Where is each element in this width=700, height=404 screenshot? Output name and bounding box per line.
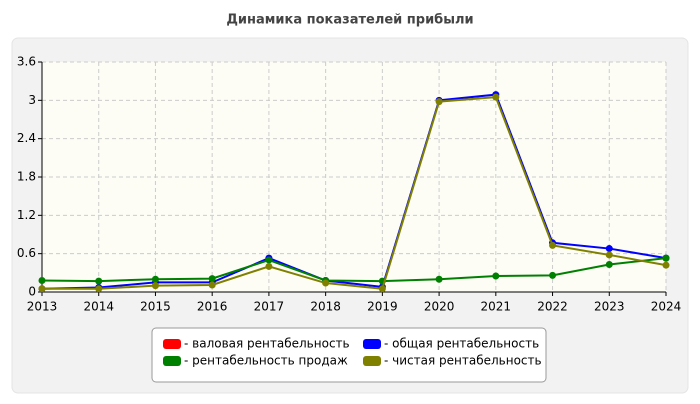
x-tick-label: 2017 [254, 300, 285, 314]
y-tick-label: 1.2 [17, 208, 36, 222]
y-tick-label: 0 [28, 285, 36, 299]
legend-swatch [363, 339, 381, 349]
point [549, 241, 557, 249]
point [95, 277, 103, 285]
legend-label: - общая рентабельность [384, 337, 539, 351]
x-tick-label: 2024 [651, 300, 682, 314]
legend-swatch [163, 356, 181, 366]
point [662, 254, 670, 262]
point [662, 261, 670, 269]
point [605, 245, 613, 253]
x-tick-label: 2015 [140, 300, 171, 314]
x-tick-label: 2021 [481, 300, 512, 314]
y-tick-label: 3 [28, 93, 36, 107]
point [605, 261, 613, 269]
point [38, 277, 46, 284]
point [151, 275, 159, 283]
legend [151, 327, 547, 383]
legend-label: - чистая рентабельность [384, 354, 542, 368]
y-tick-label: 2.4 [17, 131, 36, 145]
series-line [41, 93, 667, 290]
point [435, 275, 443, 283]
point [95, 285, 103, 293]
point [605, 251, 613, 259]
point [492, 272, 500, 280]
x-tick-label: 2022 [537, 300, 568, 314]
point [38, 285, 46, 293]
x-tick-label: 2016 [197, 300, 228, 314]
x-tick-label: 2018 [310, 300, 341, 314]
legend-swatch [163, 339, 181, 349]
point [265, 256, 273, 264]
x-tick-label: 2019 [367, 300, 398, 314]
point [208, 281, 216, 289]
x-tick-label: 2014 [83, 300, 114, 314]
legend-label: - рентабельность продаж [184, 354, 348, 368]
x-tick-label: 2020 [424, 300, 455, 314]
y-tick-label: 3.6 [17, 55, 36, 69]
point [435, 98, 443, 106]
point [265, 262, 273, 270]
point [208, 275, 216, 283]
chart-title: Динамика показателей прибыли [226, 13, 473, 28]
y-tick-label: 1.8 [17, 170, 36, 184]
point [151, 282, 159, 290]
point [322, 279, 330, 287]
point [492, 93, 500, 101]
x-tick-label: 2013 [27, 300, 58, 314]
legend-swatch [363, 356, 381, 366]
x-tick-label: 2023 [594, 300, 625, 314]
y-tick-label: 0.6 [17, 246, 36, 260]
point [549, 271, 557, 279]
legend-label: - валовая рентабельность [184, 337, 350, 351]
series-line [42, 96, 667, 290]
point [378, 285, 386, 293]
series-line [41, 257, 667, 283]
